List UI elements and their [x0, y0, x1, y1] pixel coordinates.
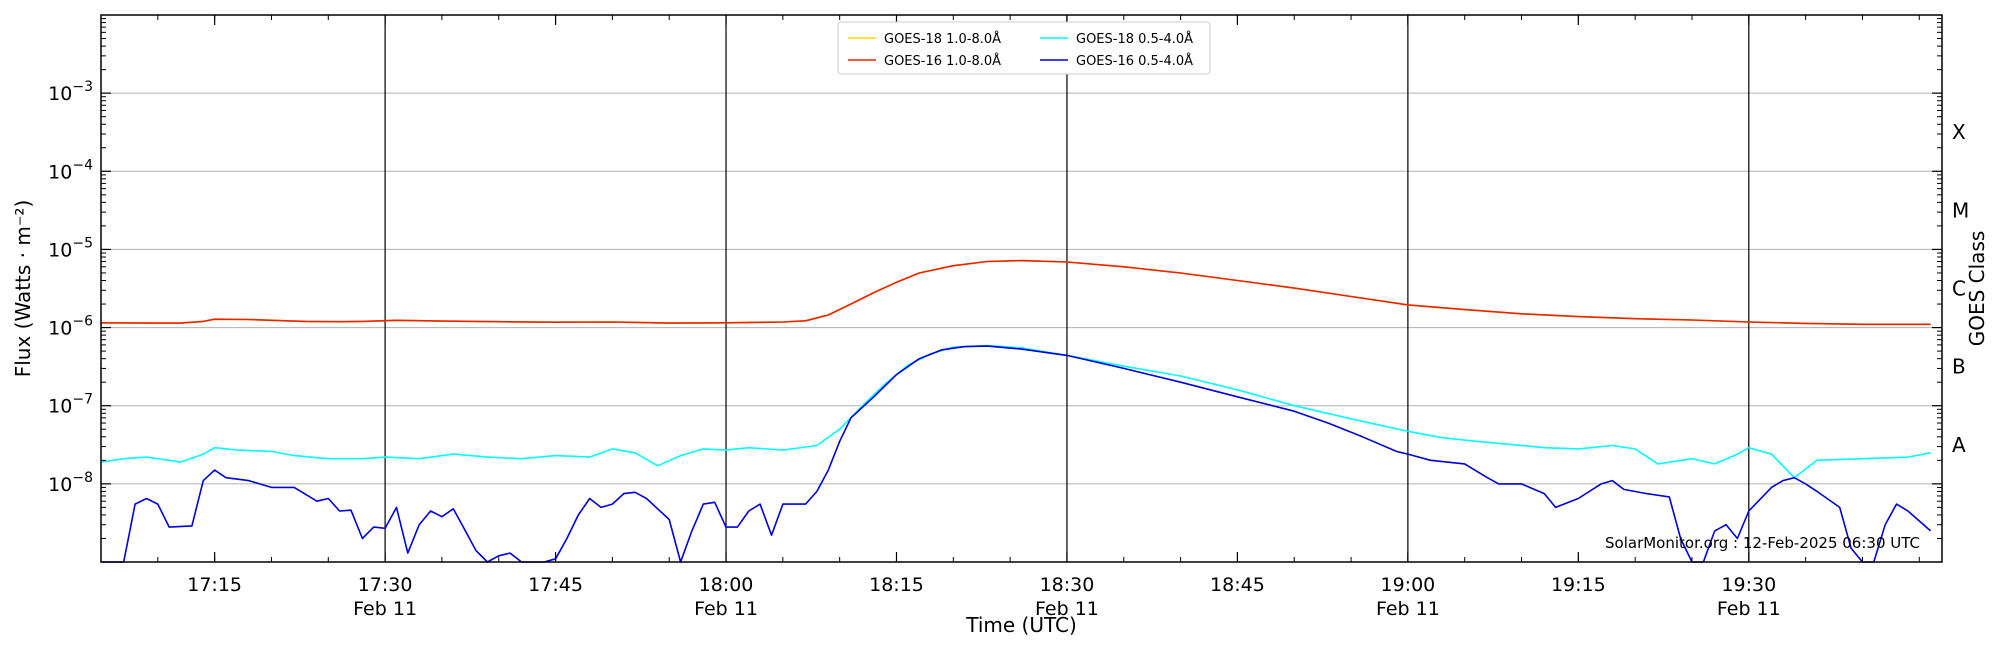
- goes-class-label: B: [1952, 355, 1966, 379]
- x-tick-label: 19:00: [1380, 574, 1435, 596]
- x-axis-title: Time (UTC): [965, 613, 1077, 637]
- x-tick-date-label: Feb 11: [694, 598, 758, 620]
- x-tick-label: 19:15: [1551, 574, 1606, 596]
- goes-class-label: X: [1952, 120, 1966, 144]
- y-tick-label: 10−7: [48, 392, 93, 418]
- x-tick-label: 18:30: [1040, 574, 1095, 596]
- x-tick-date-label: Feb 11: [1035, 598, 1099, 620]
- legend-label: GOES-18 1.0-8.0Å: [884, 31, 1001, 47]
- legend-label: GOES-18 0.5-4.0Å: [1076, 31, 1193, 47]
- series-line-1: [100, 259, 1931, 326]
- x-tick-label: 18:45: [1210, 574, 1265, 596]
- x-tick-label: 19:30: [1721, 574, 1776, 596]
- right-axis-title: GOES Class: [1965, 231, 1989, 347]
- x-tick-label: 17:15: [187, 574, 242, 596]
- legend-box: [837, 21, 1211, 75]
- x-tick-label: 17:30: [358, 574, 413, 596]
- y-tick-label: 10−8: [48, 470, 93, 496]
- y-tick-label: 10−4: [48, 157, 93, 183]
- goes-class-label: C: [1952, 277, 1966, 301]
- x-tick-date-label: Feb 11: [1717, 598, 1781, 620]
- y-tick-label: 10−3: [48, 79, 93, 105]
- goes-class-label: A: [1952, 433, 1966, 457]
- goes-class-label: M: [1952, 198, 1969, 222]
- legend-label: GOES-16 0.5-4.0Å: [1076, 53, 1193, 69]
- x-tick-label: 17:45: [528, 574, 583, 596]
- legend-label: GOES-16 1.0-8.0Å: [884, 53, 1001, 69]
- x-tick-label: 18:00: [699, 574, 754, 596]
- x-tick-date-label: Feb 11: [1376, 598, 1440, 620]
- x-tick-label: 18:15: [869, 574, 924, 596]
- legend: GOES-18 1.0-8.0Å GOES-18 0.5-4.0Å GOES-16 …: [837, 21, 1211, 75]
- y-tick-label: 10−5: [48, 235, 93, 261]
- x-tick-date-label: Feb 11: [353, 598, 417, 620]
- grid-layer: [101, 15, 1942, 562]
- y-axis-title: Flux (Watts · m⁻²): [11, 200, 35, 378]
- plot-frame: [100, 14, 1943, 563]
- y-tick-label: 10−6: [48, 314, 93, 340]
- credit-text: SolarMonitor.org : 12-Feb-2025 06:30 UTC: [1605, 534, 1920, 552]
